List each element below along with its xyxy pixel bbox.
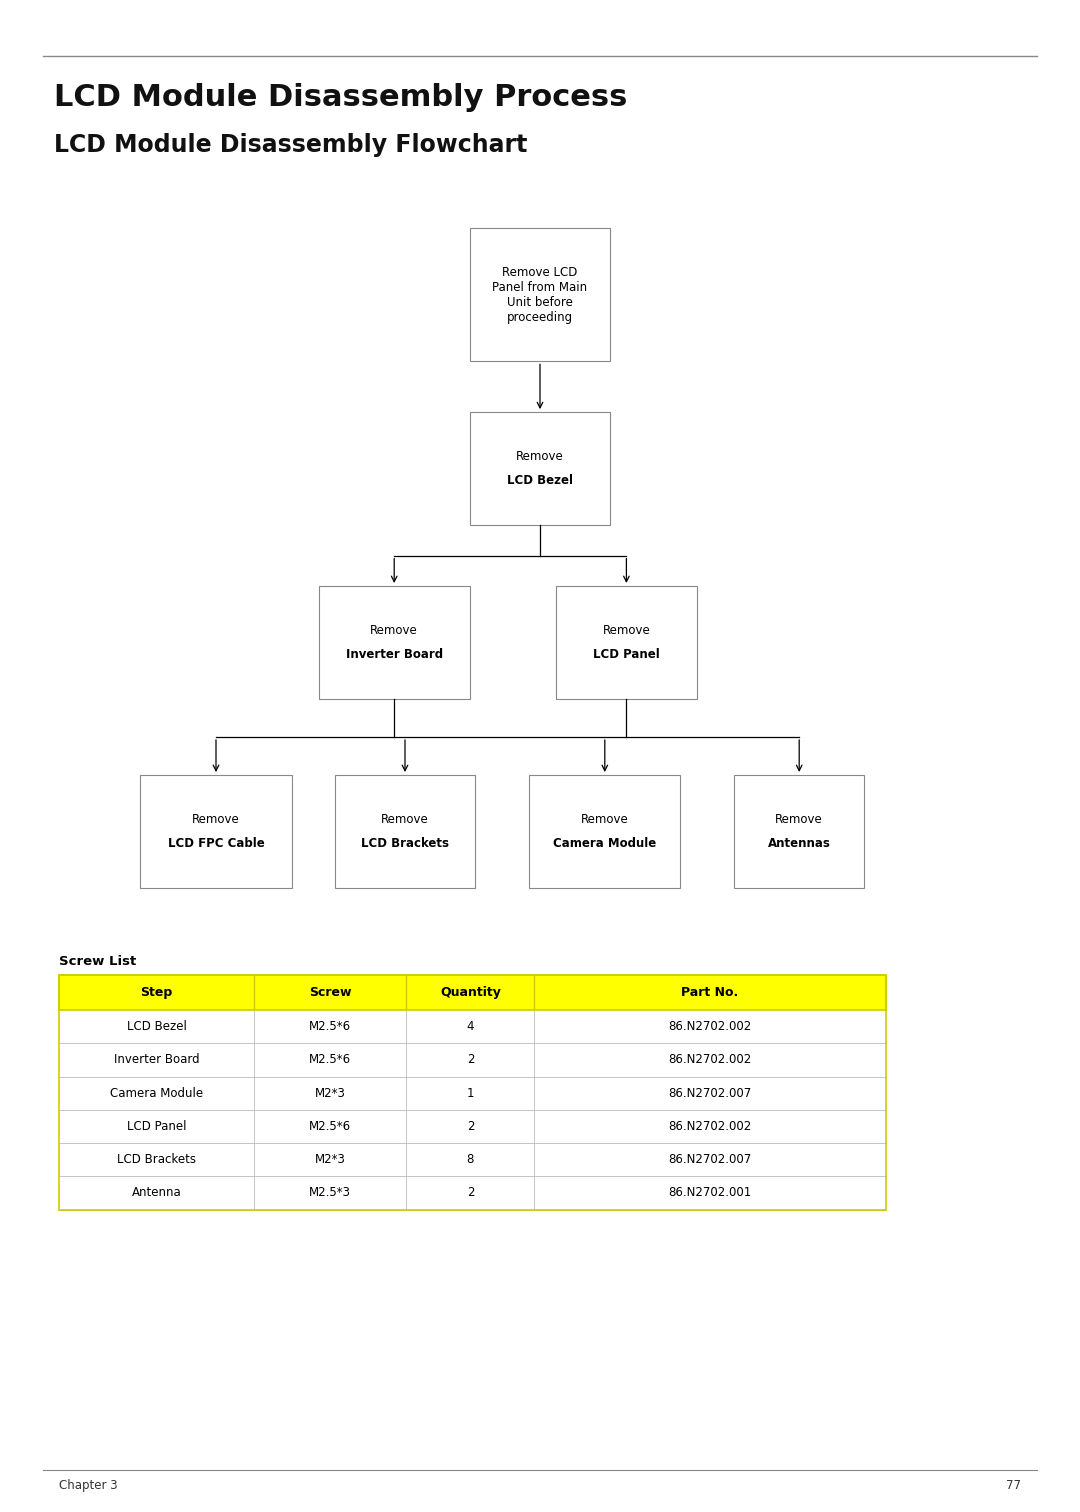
Bar [529,774,680,888]
Text: 8: 8 [467,1154,474,1166]
Text: Remove: Remove [192,813,240,826]
Bar [59,975,886,1010]
Text: M2.5*6: M2.5*6 [309,1021,351,1033]
Text: LCD Bezel: LCD Bezel [126,1021,187,1033]
Text: 86.N2702.002: 86.N2702.002 [669,1021,752,1033]
Bar [59,1176,886,1210]
Bar [470,228,610,361]
Text: 86.N2702.007: 86.N2702.007 [669,1154,752,1166]
Text: Inverter Board: Inverter Board [346,649,443,661]
Bar [59,1143,886,1176]
Text: 86.N2702.002: 86.N2702.002 [669,1120,752,1132]
Bar [59,1010,886,1043]
Bar [59,1110,886,1143]
Text: 2: 2 [467,1187,474,1199]
Text: Quantity: Quantity [440,986,501,999]
Text: Step: Step [140,986,173,999]
Bar [470,413,610,526]
Text: M2*3: M2*3 [314,1154,346,1166]
Text: 77: 77 [1005,1479,1021,1492]
Text: LCD Brackets: LCD Brackets [117,1154,195,1166]
Text: Remove: Remove [775,813,823,826]
Text: M2.5*6: M2.5*6 [309,1120,351,1132]
Bar [59,1077,886,1110]
Text: LCD Panel: LCD Panel [126,1120,186,1132]
Text: Remove: Remove [581,813,629,826]
Text: Camera Module: Camera Module [553,838,657,850]
Text: Inverter Board: Inverter Board [113,1054,200,1066]
Bar [335,774,475,888]
Text: 1: 1 [467,1087,474,1099]
Text: LCD FPC Cable: LCD FPC Cable [167,838,265,850]
Text: M2.5*6: M2.5*6 [309,1054,351,1066]
Text: Screw: Screw [309,986,351,999]
Text: Remove: Remove [516,451,564,463]
Text: Screw List: Screw List [59,954,137,968]
Text: 86.N2702.002: 86.N2702.002 [669,1054,752,1066]
Text: Remove: Remove [381,813,429,826]
Text: M2.5*3: M2.5*3 [309,1187,351,1199]
Bar [140,774,292,888]
Text: Remove: Remove [370,624,418,637]
Text: Part No.: Part No. [681,986,739,999]
Bar [734,774,864,888]
Text: Remove: Remove [603,624,650,637]
Text: LCD Brackets: LCD Brackets [361,838,449,850]
Text: LCD Module Disassembly Flowchart: LCD Module Disassembly Flowchart [54,133,527,157]
Text: 86.N2702.007: 86.N2702.007 [669,1087,752,1099]
Text: M2*3: M2*3 [314,1087,346,1099]
Bar [556,587,697,699]
Text: LCD Module Disassembly Process: LCD Module Disassembly Process [54,83,627,112]
Text: LCD Panel: LCD Panel [593,649,660,661]
Bar [59,975,886,1210]
Text: Camera Module: Camera Module [110,1087,203,1099]
Text: 4: 4 [467,1021,474,1033]
Text: Chapter 3: Chapter 3 [59,1479,118,1492]
Text: Antennas: Antennas [768,838,831,850]
Bar [59,1043,886,1077]
Text: LCD Bezel: LCD Bezel [507,475,573,487]
Text: 2: 2 [467,1120,474,1132]
Bar [319,587,470,699]
Text: 86.N2702.001: 86.N2702.001 [669,1187,752,1199]
Text: Remove LCD
Panel from Main
Unit before
proceeding: Remove LCD Panel from Main Unit before p… [492,266,588,324]
Text: Antenna: Antenna [132,1187,181,1199]
Text: 2: 2 [467,1054,474,1066]
